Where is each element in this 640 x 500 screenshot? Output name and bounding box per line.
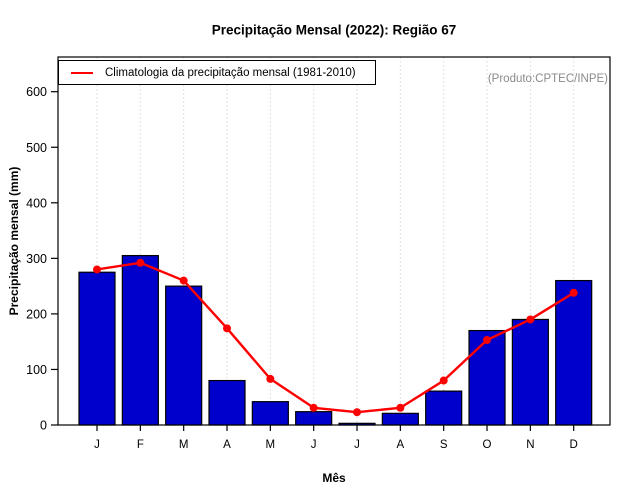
legend-line-icon: [71, 71, 93, 74]
bar: [78, 271, 116, 426]
x-tick-label: A: [223, 439, 231, 451]
x-tick-label: N: [526, 439, 534, 451]
x-tick-label: J: [311, 439, 317, 451]
legend-label: Climatologia da precipitação mensal (198…: [105, 66, 356, 79]
x-tick-label: J: [94, 439, 100, 451]
climatology-point: [483, 336, 492, 345]
bar: [251, 401, 289, 426]
plot-box: [57, 56, 611, 426]
climatology-point: [569, 288, 578, 297]
climatology-point: [136, 258, 145, 267]
climatology-point: [526, 315, 535, 324]
y-axis-label: Precipitação mensal (mm): [7, 166, 21, 316]
bar: [165, 285, 203, 426]
x-tick-label: F: [137, 439, 144, 451]
y-tick-label: 600: [26, 85, 47, 99]
chart-title: Precipitação Mensal (2022): Região 67: [211, 22, 457, 38]
y-tick-label: 0: [40, 419, 47, 433]
climatology-point: [223, 324, 232, 333]
x-axis-label: Mês: [322, 471, 346, 485]
bar: [208, 379, 246, 426]
x-tick-label: D: [570, 439, 578, 451]
x-tick-label: S: [440, 439, 448, 451]
climatology-point: [93, 265, 101, 274]
y-tick-label: 100: [26, 363, 47, 377]
climatology-line: [95, 261, 575, 414]
climatology-point: [266, 374, 275, 383]
y-tick-label: 400: [26, 196, 47, 210]
climatology-point: [353, 408, 362, 417]
x-tick-label: J: [354, 439, 360, 451]
bar: [511, 318, 549, 426]
product-annotation: (Produto:CPTEC/INPE): [487, 73, 608, 85]
climatology-point: [309, 403, 318, 412]
y-tick-label: 500: [26, 141, 47, 155]
climatology-point: [396, 403, 405, 412]
bar: [295, 411, 333, 426]
bar: [425, 390, 463, 426]
bar: [381, 412, 419, 426]
y-tick-label: 200: [26, 307, 47, 321]
legend: Climatologia da precipitação mensal (198…: [58, 60, 376, 85]
climatology-point: [179, 276, 188, 285]
y-tick-label: 300: [26, 252, 47, 266]
x-tick-label: M: [266, 439, 276, 451]
climatology-point: [439, 376, 448, 385]
x-tick-label: M: [179, 439, 189, 451]
bar: [555, 279, 593, 426]
bar: [121, 254, 159, 426]
x-tick-label: O: [483, 439, 492, 451]
x-tick-label: A: [397, 439, 405, 451]
bar: [468, 329, 506, 426]
